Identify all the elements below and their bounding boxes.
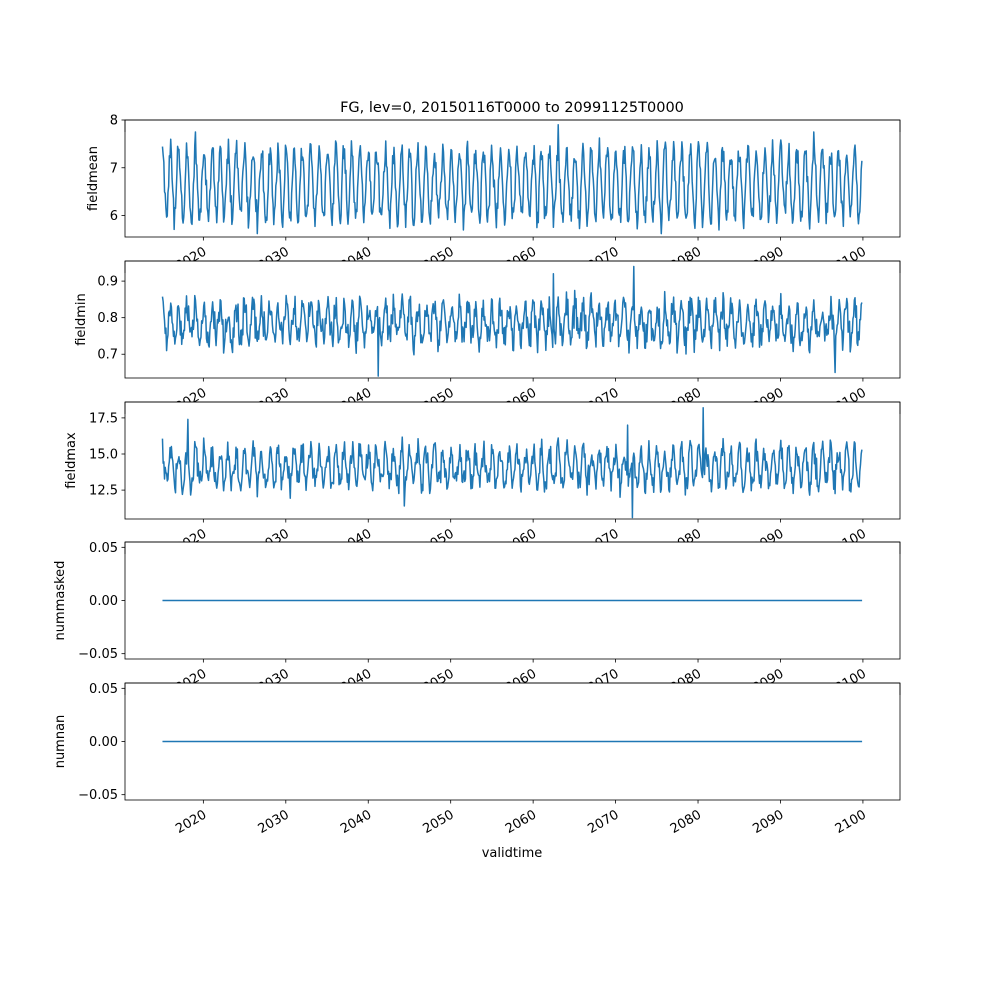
y-tick-label: 15.0 — [89, 448, 118, 463]
series-line-fieldmax — [161, 407, 863, 519]
y-tick-label: 0.00 — [89, 735, 118, 750]
y-tick-label: 0.05 — [89, 541, 118, 556]
next-axes-overlap — [125, 542, 900, 554]
y-tick-label: 0.9 — [97, 275, 118, 290]
y-tick-label: 8 — [110, 114, 118, 129]
next-axes-overlap — [125, 261, 900, 273]
series-line-fieldmin — [161, 265, 863, 377]
series-line-fieldmean — [161, 124, 863, 235]
y-tick-label: 7 — [110, 161, 118, 176]
y-tick-label: 17.5 — [89, 411, 118, 426]
y-tick-label: 12.5 — [89, 484, 118, 499]
y-tick-label: 0.7 — [97, 348, 118, 363]
y-axis-label: fieldmin — [74, 293, 89, 346]
y-tick-label: 0.8 — [97, 311, 118, 326]
y-tick-label: 6 — [110, 209, 118, 224]
y-axis-label: fieldmean — [86, 146, 101, 211]
x-axis-label: validtime — [482, 846, 543, 861]
y-axis-label: numnan — [53, 715, 68, 769]
y-tick-label: −0.05 — [78, 647, 118, 662]
figure-title: FG, lev=0, 20150116T0000 to 20991125T000… — [340, 100, 684, 116]
next-axes-overlap — [125, 683, 900, 695]
next-axes-overlap — [125, 402, 900, 414]
y-tick-label: 0.00 — [89, 594, 118, 609]
y-tick-label: 0.05 — [89, 682, 118, 697]
y-tick-label: −0.05 — [78, 788, 118, 803]
y-axis-label: nummasked — [53, 561, 68, 641]
y-axis-label: fieldmax — [64, 432, 79, 489]
